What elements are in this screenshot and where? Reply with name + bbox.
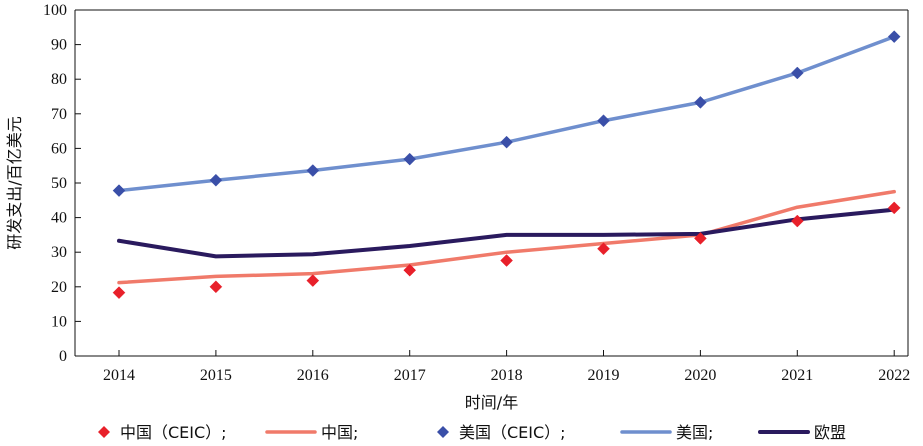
- series-line: [117, 34, 896, 193]
- data-point-diamond: [597, 114, 610, 128]
- data-point-diamond: [597, 242, 610, 256]
- legend-marker-diamond: [437, 426, 449, 438]
- y-tick-label: 20: [51, 279, 67, 296]
- y-ticks: 0 10 20 30 40 50 60 70 80 90 100: [43, 2, 81, 365]
- y-tick-label: 80: [51, 71, 67, 88]
- data-point-diamond: [403, 152, 417, 166]
- x-tick-label: 2017: [394, 367, 426, 384]
- data-point-diamond: [209, 173, 223, 187]
- series-line: [117, 189, 896, 285]
- y-tick-label: 60: [51, 140, 67, 157]
- data-point-diamond: [887, 201, 901, 215]
- legend-marker-diamond: [98, 426, 110, 438]
- data-point-diamond: [403, 263, 417, 277]
- data-point-diamond: [694, 96, 707, 109]
- y-tick-label: 70: [51, 106, 67, 123]
- legend-label: 欧盟: [814, 423, 846, 442]
- data-point-diamond: [500, 135, 513, 149]
- y-axis-title: 研发支出/百亿美元: [5, 116, 24, 249]
- y-tick-label: 40: [51, 210, 67, 227]
- legend-label: 美国;: [676, 423, 713, 442]
- y-tick-label: 0: [59, 348, 67, 365]
- y-tick-label: 100: [43, 2, 67, 19]
- data-point-diamond: [887, 30, 901, 43]
- x-tick-label: 2020: [684, 367, 716, 384]
- x-tick-label: 2021: [781, 367, 813, 384]
- data-point-diamond: [306, 164, 320, 177]
- x-tick-label: 2019: [588, 367, 620, 384]
- legend-label: 中国;: [321, 423, 358, 442]
- y-tick-label: 10: [51, 313, 67, 330]
- y-tick-label: 50: [51, 175, 67, 192]
- x-tick-label: 2018: [491, 367, 523, 384]
- y-tick-label: 90: [51, 37, 67, 54]
- series-line: [117, 207, 897, 259]
- x-tick-label: 2016: [297, 367, 329, 384]
- data-point-diamond: [500, 254, 513, 267]
- x-tick-label: 2015: [200, 367, 232, 384]
- data-point-diamond: [209, 280, 223, 294]
- data-point-diamond: [790, 66, 804, 80]
- series-layer: [112, 30, 901, 300]
- data-point-diamond: [790, 214, 804, 228]
- legend-label: 中国（CEIC）;: [120, 423, 227, 442]
- x-tick-label: 2014: [103, 367, 135, 384]
- data-point-diamond: [112, 286, 126, 300]
- data-point-diamond: [112, 184, 126, 197]
- legend: 中国（CEIC）; 中国; 美国（CEIC）; 美国; 欧盟: [98, 423, 846, 442]
- legend-label: 美国（CEIC）;: [459, 423, 566, 442]
- data-point-diamond: [306, 274, 320, 287]
- x-tick-label: 2022: [878, 367, 910, 384]
- x-axis-title: 时间/年: [465, 393, 518, 412]
- x-ticks: 2014 2015 2016 2017 2018 2019 2020 2021 2022: [103, 350, 910, 384]
- y-tick-label: 30: [51, 244, 67, 261]
- data-point-diamond: [694, 232, 707, 245]
